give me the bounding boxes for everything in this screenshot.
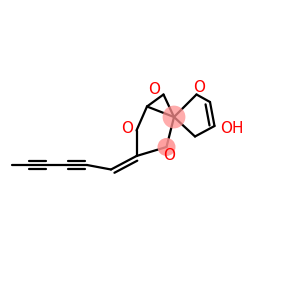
Circle shape bbox=[158, 138, 175, 156]
Text: O: O bbox=[194, 80, 206, 95]
Text: O: O bbox=[121, 121, 133, 136]
Text: OH: OH bbox=[220, 121, 244, 136]
Circle shape bbox=[163, 106, 185, 128]
Text: O: O bbox=[164, 148, 175, 164]
Text: O: O bbox=[148, 82, 160, 97]
